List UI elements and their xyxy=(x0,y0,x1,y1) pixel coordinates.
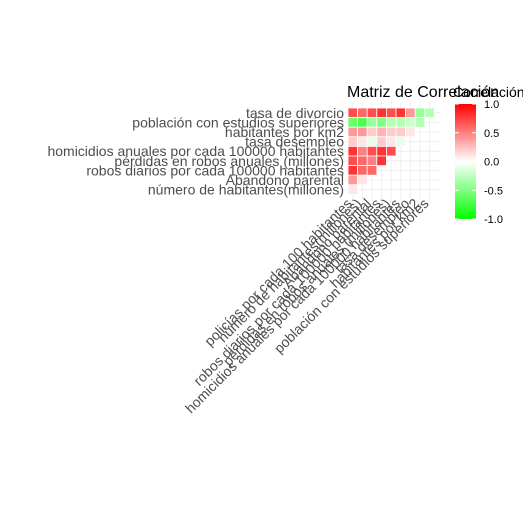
legend-tick-label: 0.0 xyxy=(484,157,499,169)
heatmap-cell xyxy=(385,126,397,138)
heatmap-cell xyxy=(385,145,397,157)
y-tick-label: tasa de divorcio xyxy=(246,105,344,121)
legend-tick-label: -1.0 xyxy=(484,214,503,226)
legend-tick-label: 0.5 xyxy=(484,128,499,140)
heatmap-cell xyxy=(385,136,397,147)
heatmap-cell xyxy=(357,107,368,119)
heatmap-cell xyxy=(405,107,416,119)
heatmap-cell xyxy=(376,126,387,138)
heatmap-cell xyxy=(405,117,416,128)
y-tick-label: tasa desempleo xyxy=(245,134,344,150)
heatmap-cell xyxy=(424,107,435,119)
heatmap-cell xyxy=(395,126,407,138)
heatmap-cell xyxy=(347,174,359,186)
heatmap-cell xyxy=(347,165,359,176)
heatmap-cell xyxy=(414,117,426,128)
heatmap-cell xyxy=(357,174,368,186)
heatmap-cells xyxy=(347,107,435,195)
heatmap-cell xyxy=(347,184,359,195)
heatmap-cell xyxy=(366,126,378,138)
heatmap-cell xyxy=(366,107,378,119)
heatmap-cell xyxy=(385,107,397,119)
heatmap-cell xyxy=(395,136,407,147)
heatmap-cell xyxy=(366,117,378,128)
color-legend: Correlación 1.0 0.5 0.0 -0.5 -1.0 xyxy=(453,84,523,226)
heatmap-cell xyxy=(366,155,378,167)
y-tick-label: robos diarios por cada 100000 habitantes xyxy=(86,162,344,178)
heatmap-cell xyxy=(357,165,368,176)
heatmap-cell xyxy=(376,107,387,119)
heatmap-cell xyxy=(366,165,378,176)
heatmap-cell xyxy=(414,107,426,119)
y-tick-label: pérdidas en robos anuales (millones) xyxy=(114,153,344,169)
y-tick-label: número de habitantes(millones) xyxy=(148,182,344,198)
heatmap-cell xyxy=(376,136,387,147)
legend-tick-label: 1.0 xyxy=(484,99,499,111)
heatmap-cell xyxy=(366,136,378,147)
y-tick-label: habitantes por km2 xyxy=(225,124,344,140)
heatmap-cell xyxy=(357,136,368,147)
chart-title: Matriz de Correlación xyxy=(347,84,499,101)
heatmap-cell xyxy=(357,145,368,157)
heatmap-cell xyxy=(366,145,378,157)
heatmap-cell xyxy=(376,155,387,167)
heatmap-cell xyxy=(347,126,359,138)
heatmap-cell xyxy=(347,117,359,128)
y-tick-label: población con estudios superiores xyxy=(132,114,344,130)
heatmap-cell xyxy=(357,155,368,167)
y-tick-label: homicidios anuales por cada 100000 habit… xyxy=(47,143,344,159)
legend-tick-label: -0.5 xyxy=(484,185,503,197)
legend-title: Correlación xyxy=(453,84,523,100)
heatmap-cell xyxy=(347,155,359,167)
heatmap-cell xyxy=(376,145,387,157)
heatmap-cell xyxy=(385,117,397,128)
legend-colorbar xyxy=(455,104,476,219)
heatmap-cell xyxy=(376,117,387,128)
heatmap-cell xyxy=(347,145,359,157)
heatmap-cell xyxy=(357,126,368,138)
y-tick-label: Abandono parental xyxy=(226,172,344,188)
heatmap-cell xyxy=(395,117,407,128)
heatmap-cell xyxy=(405,126,416,138)
heatmap-cell xyxy=(395,107,407,119)
heatmap-cell xyxy=(347,136,359,147)
heatmap-cell xyxy=(347,107,359,119)
heatmap-cell xyxy=(357,117,368,128)
